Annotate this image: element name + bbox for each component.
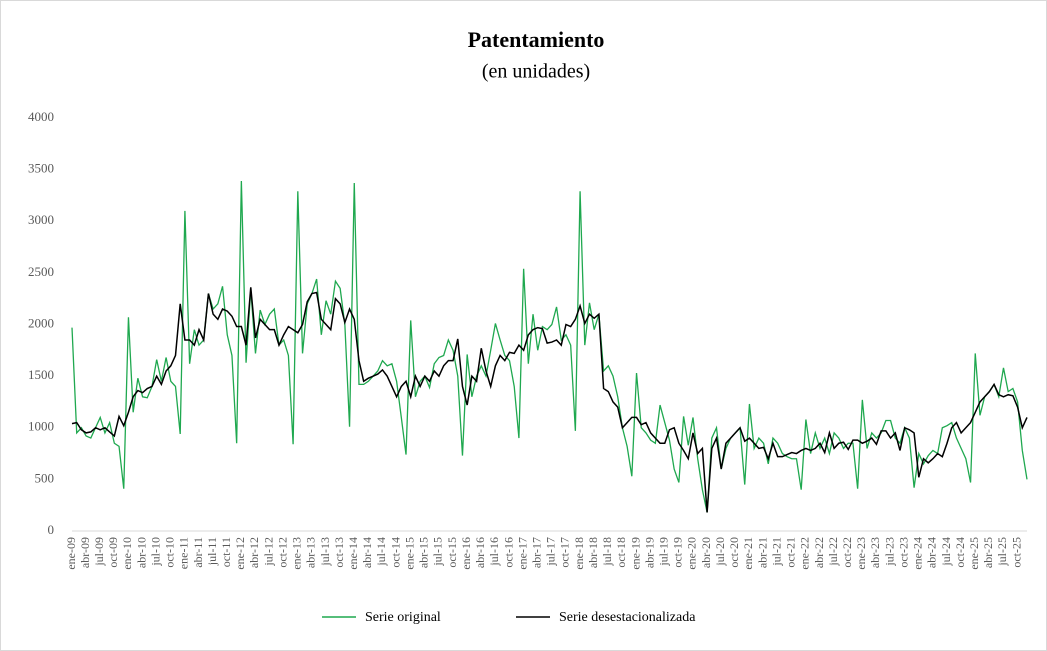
x-tick-label: ene-13 — [290, 537, 304, 570]
x-tick-label: ene-09 — [64, 537, 78, 570]
y-tick-label: 2500 — [28, 264, 54, 279]
x-tick-label: oct-19 — [671, 537, 685, 568]
y-tick-label: 3000 — [28, 212, 54, 227]
chart-subtitle: (en unidades) — [482, 61, 590, 83]
y-tick-label: 4000 — [28, 109, 54, 124]
x-tick-label: ene-24 — [911, 537, 925, 570]
x-tick-label: ene-14 — [346, 537, 360, 570]
x-tick-label: jul-20 — [713, 537, 727, 567]
y-tick-label: 1000 — [28, 419, 54, 434]
x-tick-label: jul-13 — [318, 537, 332, 567]
x-tick-label: ene-12 — [233, 537, 247, 570]
x-tick-label: ene-25 — [967, 537, 981, 570]
series-line — [71, 287, 1028, 513]
x-tick-label: ene-15 — [402, 537, 416, 570]
x-tick-label: abr-15 — [417, 537, 431, 568]
x-tick-label: ene-11 — [177, 537, 191, 569]
x-tick-label: abr-12 — [247, 537, 261, 568]
x-tick-label: abr-20 — [699, 537, 713, 568]
x-tick-label: abr-21 — [755, 537, 769, 568]
x-tick-label: oct-22 — [840, 537, 854, 568]
chart-title: Patentamiento — [468, 27, 605, 52]
x-tick-label: jul-15 — [431, 537, 445, 567]
x-tick-label: ene-17 — [515, 537, 529, 570]
x-tick-label: ene-22 — [798, 537, 812, 570]
x-tick-label: oct-14 — [388, 537, 402, 568]
x-tick-label: abr-16 — [473, 537, 487, 568]
x-tick-label: jul-22 — [826, 537, 840, 567]
x-tick-label: jul-19 — [657, 537, 671, 567]
x-tick-label: oct-21 — [784, 537, 798, 568]
x-tick-label: abr-10 — [134, 537, 148, 568]
x-tick-label: jul-09 — [92, 537, 106, 567]
x-tick-label: oct-13 — [332, 537, 346, 568]
x-tick-label: oct-10 — [163, 537, 177, 568]
x-tick-label: abr-14 — [360, 537, 374, 568]
x-tick-label: oct-12 — [275, 537, 289, 568]
x-tick-label: jul-21 — [769, 537, 783, 567]
x-tick-label: oct-17 — [558, 537, 572, 568]
x-tick-label: oct-11 — [219, 537, 233, 567]
x-tick-label: ene-23 — [854, 537, 868, 570]
x-tick-label: ene-21 — [741, 537, 755, 570]
x-tick-label: ene-20 — [685, 537, 699, 570]
x-tick-label: ene-18 — [572, 537, 586, 570]
x-tick-label: jul-10 — [148, 537, 162, 567]
x-tick-label: abr-19 — [642, 537, 656, 568]
x-tick-label: jul-23 — [882, 537, 896, 567]
y-tick-label: 1500 — [28, 367, 54, 382]
x-tick-label: jul-18 — [600, 537, 614, 567]
x-tick-label: jul-16 — [487, 537, 501, 567]
x-tick-label: oct-23 — [896, 537, 910, 568]
x-tick-label: abr-13 — [304, 537, 318, 568]
x-tick-label: jul-14 — [374, 537, 388, 567]
y-tick-label: 500 — [35, 470, 55, 485]
y-tick-label: 0 — [48, 522, 55, 537]
x-tick-label: oct-24 — [953, 537, 967, 568]
x-tick-label: abr-25 — [981, 537, 995, 568]
x-tick-label: ene-10 — [120, 537, 134, 570]
x-tick-label: oct-18 — [614, 537, 628, 568]
x-tick-label: jul-12 — [261, 537, 275, 567]
x-tick-label: abr-09 — [78, 537, 92, 568]
x-tick-label: abr-22 — [812, 537, 826, 568]
x-tick-label: jul-11 — [205, 537, 219, 566]
x-tick-label: jul-24 — [939, 537, 953, 567]
x-tick-label: jul-17 — [544, 537, 558, 567]
x-tick-label: oct-20 — [727, 537, 741, 568]
x-tick-label: abr-17 — [529, 537, 543, 568]
series-line — [71, 180, 1028, 513]
y-tick-label: 2000 — [28, 315, 54, 330]
x-tick-label: oct-15 — [445, 537, 459, 568]
legend-label: Serie desestacionalizada — [559, 610, 696, 625]
x-tick-label: oct-16 — [501, 537, 515, 568]
x-tick-label: ene-19 — [628, 537, 642, 570]
x-tick-label: abr-24 — [925, 537, 939, 568]
y-tick-label: 3500 — [28, 161, 54, 176]
x-tick-label: oct-09 — [106, 537, 120, 568]
x-tick-label: abr-11 — [191, 537, 205, 568]
x-tick-label: ene-16 — [459, 537, 473, 570]
x-tick-label: jul-25 — [995, 537, 1009, 567]
x-tick-label: abr-23 — [868, 537, 882, 568]
legend-label: Serie original — [365, 610, 441, 625]
x-tick-label: oct-25 — [1009, 537, 1023, 568]
x-tick-label: abr-18 — [586, 537, 600, 568]
